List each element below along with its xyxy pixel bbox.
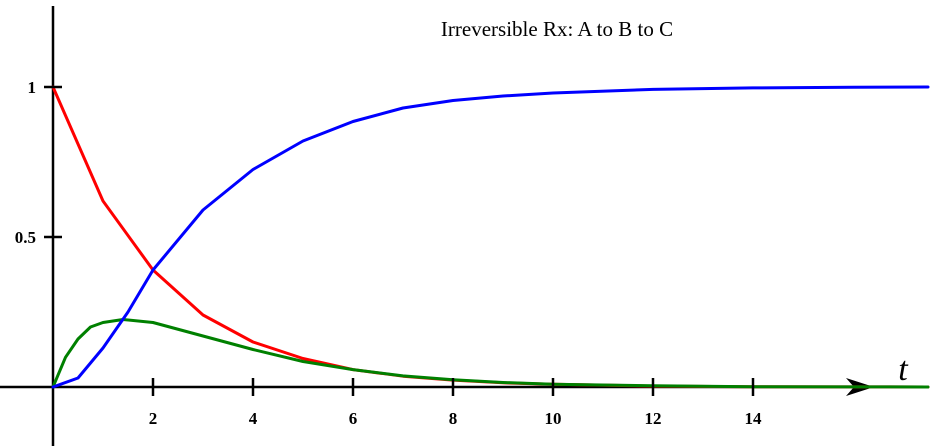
series-layer — [51, 85, 930, 389]
series-line-2 — [51, 318, 930, 389]
series-line-3 — [51, 85, 930, 389]
x-tick-label: 10 — [545, 409, 562, 428]
series-line-1 — [51, 85, 930, 389]
ticks-layer: 2 4 6 8 10 12 14 0.5 1 — [15, 78, 762, 428]
x-tick-label: 4 — [249, 409, 258, 428]
x-tick-label: 14 — [745, 409, 763, 428]
y-tick-label: 1 — [28, 78, 37, 97]
x-tick-label: 2 — [149, 409, 158, 428]
x-axis-label: t — [898, 351, 909, 388]
y-tick-label: 0.5 — [15, 228, 36, 247]
x-tick-label: 12 — [645, 409, 662, 428]
x-tick-label: 6 — [349, 409, 358, 428]
x-tick-label: 8 — [449, 409, 458, 428]
chart-title: Irreversible Rx: A to B to C — [441, 17, 673, 41]
